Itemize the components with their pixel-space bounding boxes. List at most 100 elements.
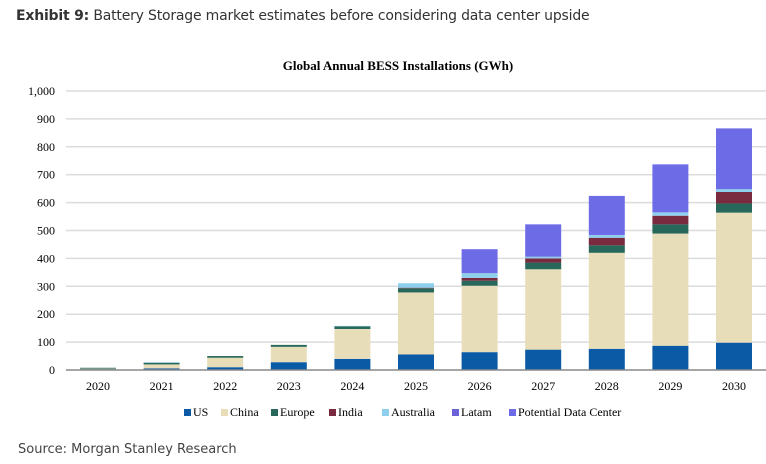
legend-item-india: India [329,405,363,419]
gridlines [66,90,766,343]
bar-2029 [652,164,689,370]
y-tick-label: 0 [49,363,55,377]
y-tick-label: 500 [37,224,55,238]
x-tick-label: 2026 [468,379,492,393]
bar-segment-china [588,252,625,349]
bar-2028 [588,195,625,370]
y-tick-label: 100 [37,335,55,349]
x-tick-label: 2021 [150,379,174,393]
bar-segment-europe [652,224,689,234]
x-tick-label: 2028 [595,379,619,393]
bar-segment-europe [398,288,434,293]
x-tick-label: 2025 [404,379,428,393]
x-tick-label: 2020 [86,379,110,393]
bar-segment-china [525,269,562,350]
bar-segment-australia [334,325,371,327]
y-tick-label: 900 [37,112,55,126]
legend-item-us: US [184,405,208,419]
legend-label: Latam [461,405,492,419]
bar-segment-us [652,345,689,370]
y-tick-label: 600 [37,196,55,210]
bar-segment-potential-data-center [716,128,752,190]
bar-segment-china [461,285,498,353]
legend-label: Australia [391,405,436,419]
bar-segment-india [652,215,689,225]
y-tick-label: 800 [37,140,55,154]
legend-swatch [271,409,278,416]
bar-segment-potential-data-center [461,249,498,274]
y-axis-ticks: 0 100 200 300 400 500 600 700 800 900 1,000 [28,84,55,377]
bar-segment-us [588,348,625,370]
legend-swatch [382,409,389,416]
legend-swatch [184,409,191,416]
x-tick-label: 2024 [340,379,364,393]
y-tick-label: 1,000 [28,84,55,98]
bar-segment-us [143,368,180,370]
exhibit-heading: Exhibit 9: Battery Storage market estima… [16,8,590,24]
legend-item-latam: Latam [452,405,492,419]
bar-segment-us [270,362,307,370]
bar-2027 [525,224,562,370]
bar-2022 [207,356,244,370]
bar-2021 [143,362,180,370]
source-note: Source: Morgan Stanley Research [18,442,237,457]
legend-label: China [230,405,259,419]
x-tick-label: 2027 [531,379,555,393]
legend-swatch [221,409,228,416]
bar-segment-india [588,237,625,246]
exhibit-label: Exhibit 9: [16,8,90,24]
bar-segment-china [334,328,371,359]
bar-segment-india [461,277,498,281]
x-tick-label: 2029 [658,379,682,393]
bar-segment-us [716,342,752,370]
bar-segment-potential-data-center [652,164,689,213]
legend-swatch [329,409,336,416]
legend-item-europe: Europe [271,405,315,419]
bar-segment-australia [716,189,752,192]
legend: US China Europe India Australia Latam Potentia… [184,405,621,419]
exhibit-text: Battery Storage market estimates before … [89,8,590,24]
bar-2024 [334,325,371,370]
bar-segment-europe [334,326,371,329]
bar-segment-australia [588,234,625,238]
bar-segment-europe [461,280,498,286]
bar-segment-india [398,287,434,289]
bar-2025 [398,283,434,370]
bar-segment-potential-data-center [588,195,625,235]
bar-segment-europe [143,362,180,365]
y-tick-label: 200 [37,307,55,321]
bar-segment-china [270,346,307,363]
x-axis-ticks: 2020 2021 2022 2023 2024 2025 2026 2027 2028 2029… [86,379,746,393]
bar-segment-australia [652,212,689,216]
bar-segment-china [716,212,752,343]
y-tick-label: 300 [37,279,55,293]
legend-label: US [193,405,208,419]
bar-2026 [461,249,498,370]
legend-label: Europe [280,405,315,419]
bar-segment-europe [525,262,562,270]
bar-segment-australia [461,273,498,278]
x-tick-label: 2022 [213,379,237,393]
chart-title: Global Annual BESS Installations (GWh) [283,58,513,73]
y-tick-label: 400 [37,251,55,265]
legend-item-potential-data-center: Potential Data Center [509,405,621,419]
bar-segment-us [207,367,244,370]
bar-segment-europe [80,367,116,369]
legend-swatch [509,409,516,416]
bars [80,128,752,370]
bar-2023 [270,344,307,370]
bar-segment-australia [525,256,562,259]
bar-segment-china [207,357,244,368]
bar-segment-us [461,352,498,370]
bar-segment-china [398,292,434,355]
bar-segment-australia [398,283,434,288]
bar-segment-china [143,364,180,369]
x-tick-label: 2030 [722,379,746,393]
bar-segment-europe [716,203,752,213]
bar-segment-europe [588,245,625,253]
bar-segment-europe [207,356,244,358]
bar-segment-us [398,354,434,370]
legend-label: Potential Data Center [518,405,621,419]
bar-segment-india [525,258,562,263]
